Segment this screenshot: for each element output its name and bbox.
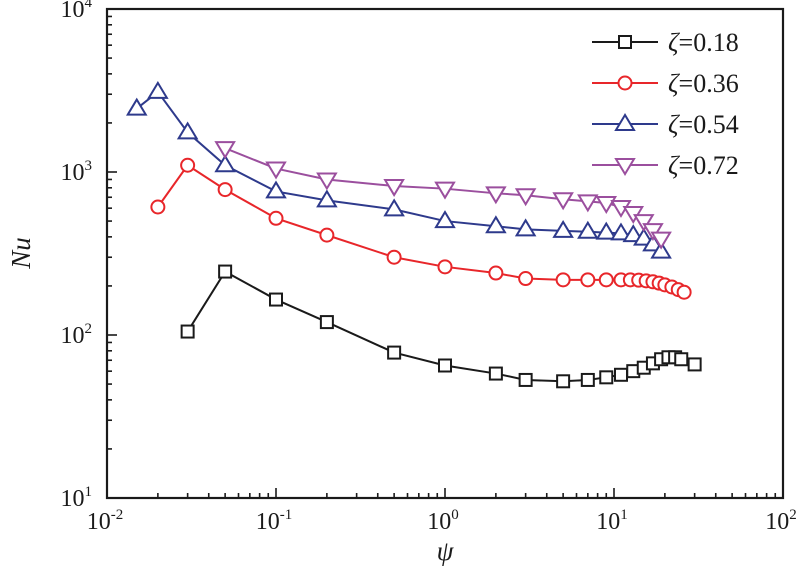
y-axis-title: Nu bbox=[6, 237, 36, 270]
legend-marker bbox=[617, 75, 633, 91]
legend: ζ=0.18 ζ=0.36 ζ=0.54 ζ=0.72 bbox=[592, 28, 739, 180]
legend-item: ζ=0.36 bbox=[592, 69, 739, 98]
data-point bbox=[485, 215, 507, 234]
data-point bbox=[214, 154, 236, 173]
data-point bbox=[622, 224, 645, 243]
data-point bbox=[577, 194, 599, 213]
data-point bbox=[386, 249, 402, 265]
data-point bbox=[598, 272, 614, 288]
data-point bbox=[265, 180, 287, 199]
data-point bbox=[176, 121, 199, 140]
legend-label: ζ=0.18 bbox=[668, 28, 739, 57]
data-point bbox=[577, 220, 599, 239]
series-group bbox=[125, 80, 702, 389]
data-point bbox=[552, 219, 574, 238]
data-point bbox=[316, 172, 338, 191]
legend-label: ζ=0.54 bbox=[668, 110, 739, 139]
data-point bbox=[438, 358, 452, 373]
data-point bbox=[268, 210, 284, 226]
x-axis-title: ψ bbox=[437, 536, 455, 566]
data-point bbox=[518, 271, 534, 287]
data-point bbox=[180, 324, 195, 339]
data-point bbox=[599, 370, 614, 385]
data-point bbox=[147, 80, 169, 99]
data-point bbox=[217, 182, 233, 198]
data-point bbox=[632, 227, 655, 246]
legend-label: ζ=0.72 bbox=[668, 151, 739, 180]
data-point bbox=[514, 218, 537, 237]
data-point bbox=[610, 222, 632, 241]
data-point bbox=[555, 272, 571, 288]
y-tick-label: 102 bbox=[61, 321, 93, 349]
legend-marker bbox=[614, 113, 636, 131]
legend-label: ζ=0.36 bbox=[668, 69, 739, 98]
data-point bbox=[434, 210, 456, 229]
data-point bbox=[485, 186, 507, 205]
x-tick-label: 10-1 bbox=[256, 507, 293, 535]
data-point bbox=[687, 357, 702, 372]
series-triangle-down bbox=[214, 141, 672, 250]
data-point bbox=[518, 372, 533, 387]
legend-item: ζ=0.18 bbox=[592, 28, 739, 57]
series-circle bbox=[150, 157, 692, 300]
legend-item: ζ=0.54 bbox=[592, 110, 739, 139]
legend-marker bbox=[614, 158, 636, 176]
data-point bbox=[514, 188, 537, 207]
x-tick-label: 100 bbox=[427, 507, 459, 535]
data-point bbox=[150, 199, 166, 215]
data-point bbox=[650, 240, 672, 259]
data-point bbox=[556, 374, 571, 389]
data-point bbox=[434, 181, 456, 200]
data-point bbox=[387, 345, 402, 360]
tick-marks bbox=[107, 15, 777, 498]
data-point bbox=[218, 264, 233, 279]
data-point bbox=[265, 161, 287, 180]
data-point bbox=[269, 292, 283, 307]
data-point bbox=[642, 223, 664, 242]
legend-marker bbox=[618, 35, 632, 49]
x-tick-label: 101 bbox=[596, 507, 628, 535]
data-point bbox=[319, 227, 335, 243]
data-point bbox=[674, 352, 689, 367]
x-tick-label: 10-2 bbox=[87, 507, 124, 535]
data-point bbox=[319, 315, 334, 330]
data-point bbox=[650, 231, 672, 250]
data-point bbox=[437, 259, 453, 275]
data-point bbox=[488, 265, 504, 281]
data-point bbox=[383, 179, 405, 197]
data-point bbox=[383, 198, 405, 217]
y-tick-label: 104 bbox=[61, 0, 93, 23]
data-point bbox=[676, 284, 692, 300]
data-point bbox=[125, 97, 148, 116]
data-point bbox=[316, 189, 338, 208]
series-triangle-up bbox=[125, 80, 672, 259]
data-point bbox=[613, 367, 628, 382]
data-point bbox=[180, 157, 196, 173]
data-point bbox=[552, 192, 574, 211]
tick-labels: 10-2 10-1 100 101 102 101 102 103 104 bbox=[61, 0, 797, 535]
y-tick-label: 103 bbox=[61, 158, 93, 186]
x-tick-label: 102 bbox=[765, 507, 797, 535]
data-point bbox=[214, 141, 236, 160]
data-point bbox=[595, 221, 618, 240]
y-tick-label: 101 bbox=[61, 484, 93, 512]
series-square bbox=[180, 264, 702, 389]
data-point bbox=[580, 372, 595, 387]
data-point bbox=[488, 366, 503, 381]
data-point bbox=[632, 214, 655, 233]
legend-item: ζ=0.72 bbox=[592, 151, 739, 180]
data-point bbox=[580, 272, 596, 288]
